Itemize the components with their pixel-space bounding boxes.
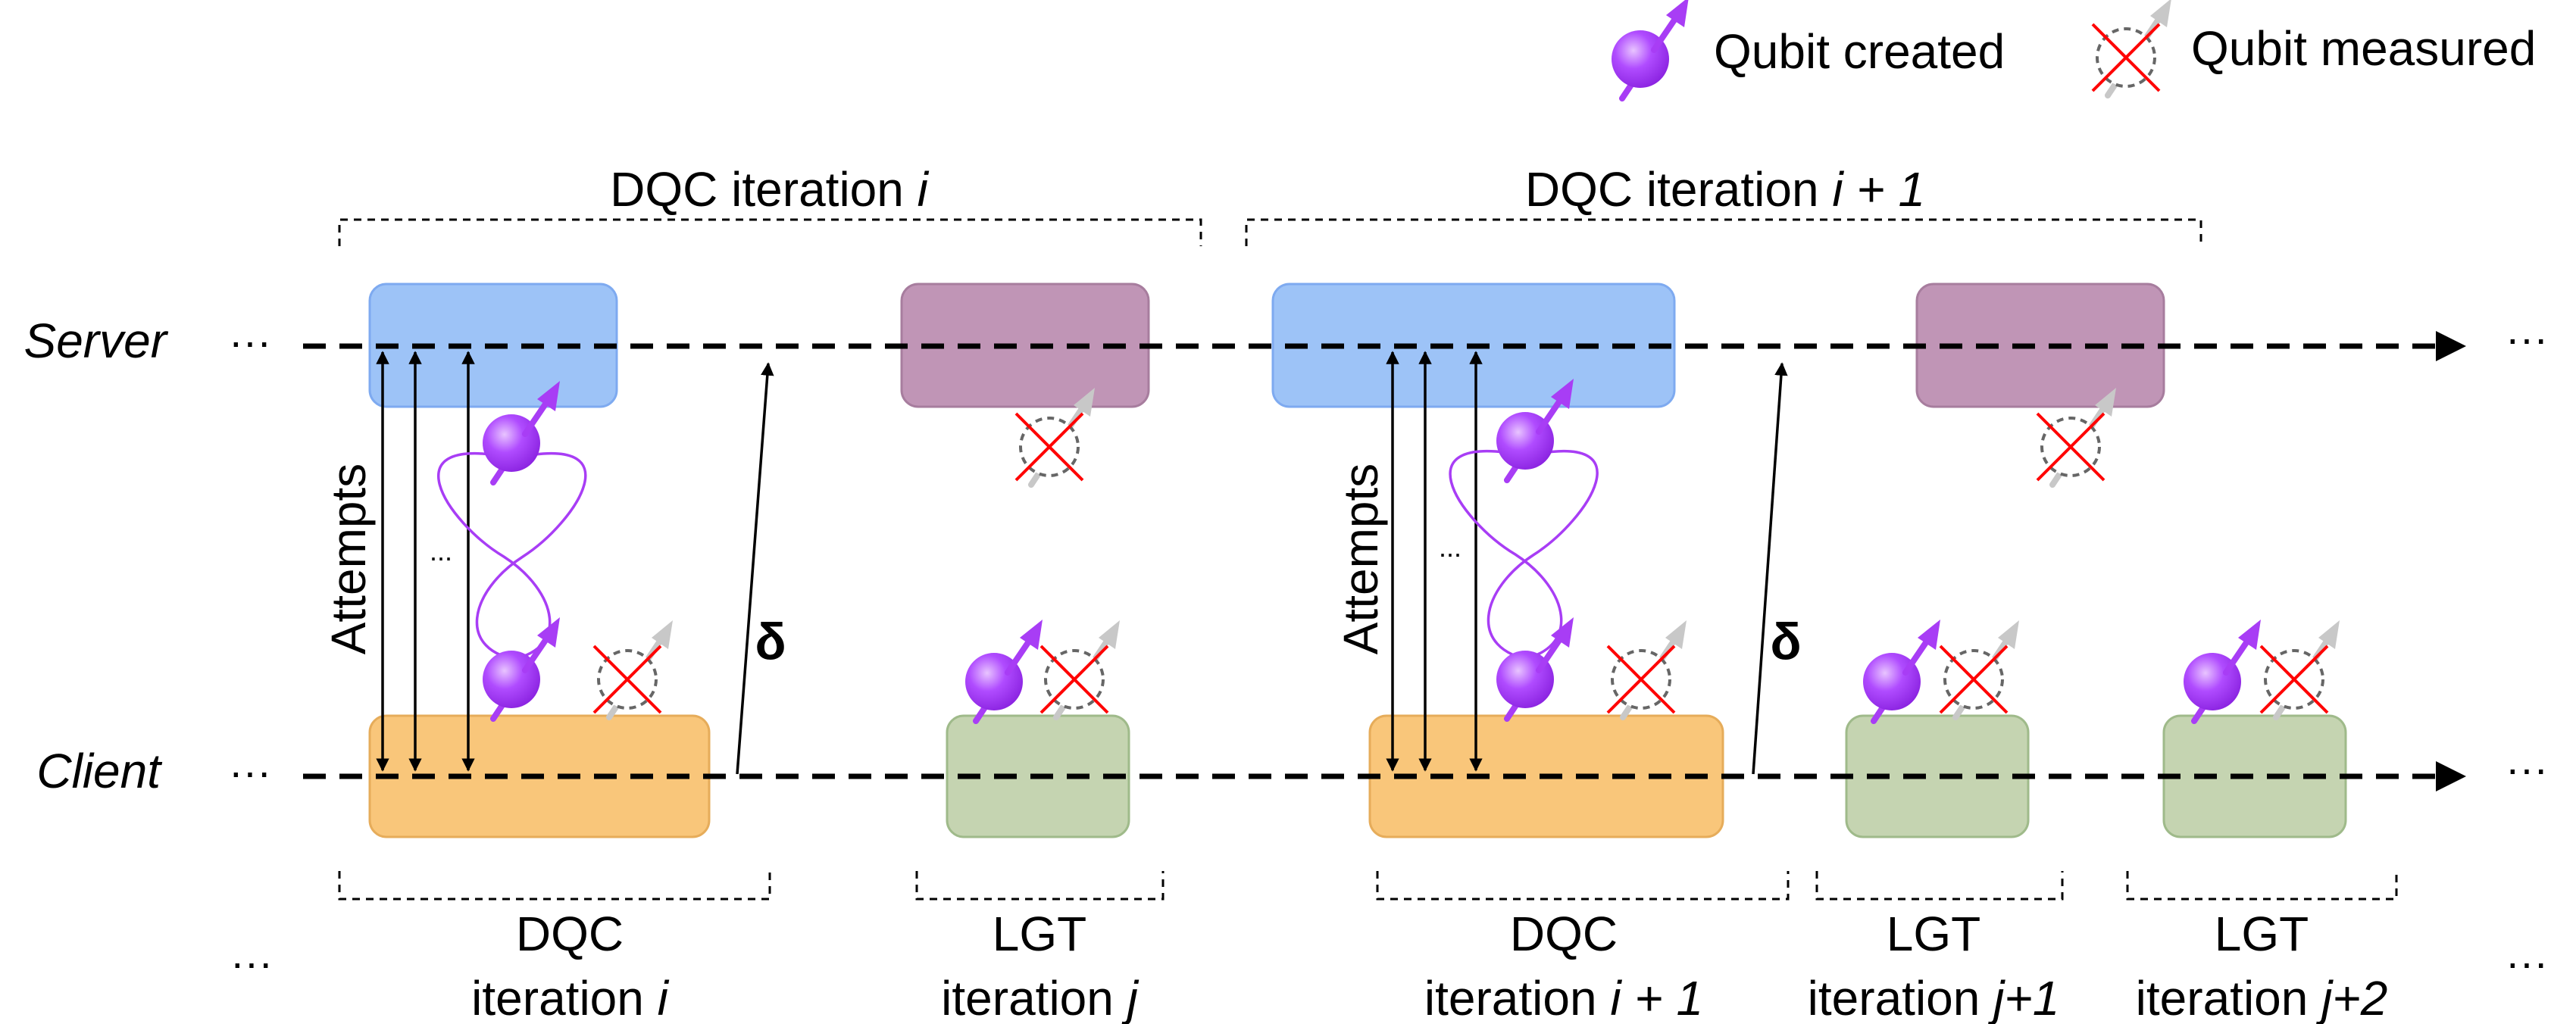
top-bracket-dqc-i [338,218,1202,246]
client-left-ellipsis: ··· [229,748,271,795]
bottom-dqc-i-line1: DQC [516,907,624,961]
lgt-j2-qubit-icon [2184,620,2261,721]
client-label: Client [36,744,162,798]
lgt-j1-qubit-icon [1863,620,1940,721]
top-bracket-dqc-i1-label: DQC iteration i + 1 [1525,162,1925,217]
legend-qubit-measured-label: Qubit measured [2191,21,2536,76]
top-bracket-dqc-i-label: DQC iteration i [610,162,929,217]
bottom-brackets [338,871,2398,901]
server-timeline-arrowhead [2436,331,2466,361]
lgt-j2-measured-icon [2261,620,2340,717]
bottom-right-ellipsis: ··· [2506,938,2548,986]
client-timeline-arrowhead [2436,761,2466,791]
legend-qubit-measured-icon [2093,0,2171,95]
dqc-i-attempt-arrows [376,351,475,772]
bottom-lgt-j2-line1: LGT [2215,907,2309,961]
dqc-i-delta-arrow [736,362,774,775]
bottom-dqc-i1-line1: DQC [1510,907,1618,961]
dqc-i-delta-label: δ [755,613,786,670]
dqc-i1-client-qubit-icon [1496,617,1574,719]
legend-qubit-created-icon [1612,0,1689,98]
bottom-lgt-j1-line1: LGT [1887,907,1980,961]
bottom-dqc-i-line2: iteration i [471,971,669,1024]
dqc-i1-entanglement-link [1449,450,1599,662]
bottom-lgt-j2-line2: iteration j+2 [2136,971,2388,1024]
bottom-lgt-j-line1: LGT [993,907,1086,961]
lgt-j-qubit-icon [965,620,1043,721]
dqc-i-entanglement-link [436,452,587,662]
server-left-ellipsis: ··· [229,317,271,365]
lgt-j1-measured-icon [1940,620,2019,717]
bottom-lgt-j1-line2: iteration j+1 [1808,971,2060,1024]
top-bracket-dqc-i1 [1245,218,2202,246]
legend-qubit-created-label: Qubit created [1714,24,2005,79]
bottom-dqc-i1-line2: iteration i + 1 [1424,971,1703,1024]
dqc-i1-delta-label: δ [1770,613,1801,670]
client-right-ellipsis: ··· [2506,745,2548,792]
server-label: Server [24,314,169,368]
dqc-i1-attempts-label: Attempts [1333,464,1388,655]
dqc-i1-client-measured-icon [1608,620,1687,717]
bottom-left-ellipsis: ··· [230,938,273,986]
bottom-lgt-j-line2: iteration j [941,971,1139,1024]
dqc-i1-delta-arrow [1752,362,1788,775]
dqc-i1-attempts-dots: ... [1439,532,1462,563]
lgt-j-measured-icon [1041,620,1120,717]
dqc-i1-attempt-arrows [1386,351,1483,772]
dqc-i-client-measured-icon [594,620,673,717]
dqc-i-attempts-dots: ... [430,535,452,567]
server-right-ellipsis: ··· [2506,314,2548,362]
dqc-i-attempts-label: Attempts [321,464,376,655]
dqc-i-client-qubit-icon [483,617,560,719]
